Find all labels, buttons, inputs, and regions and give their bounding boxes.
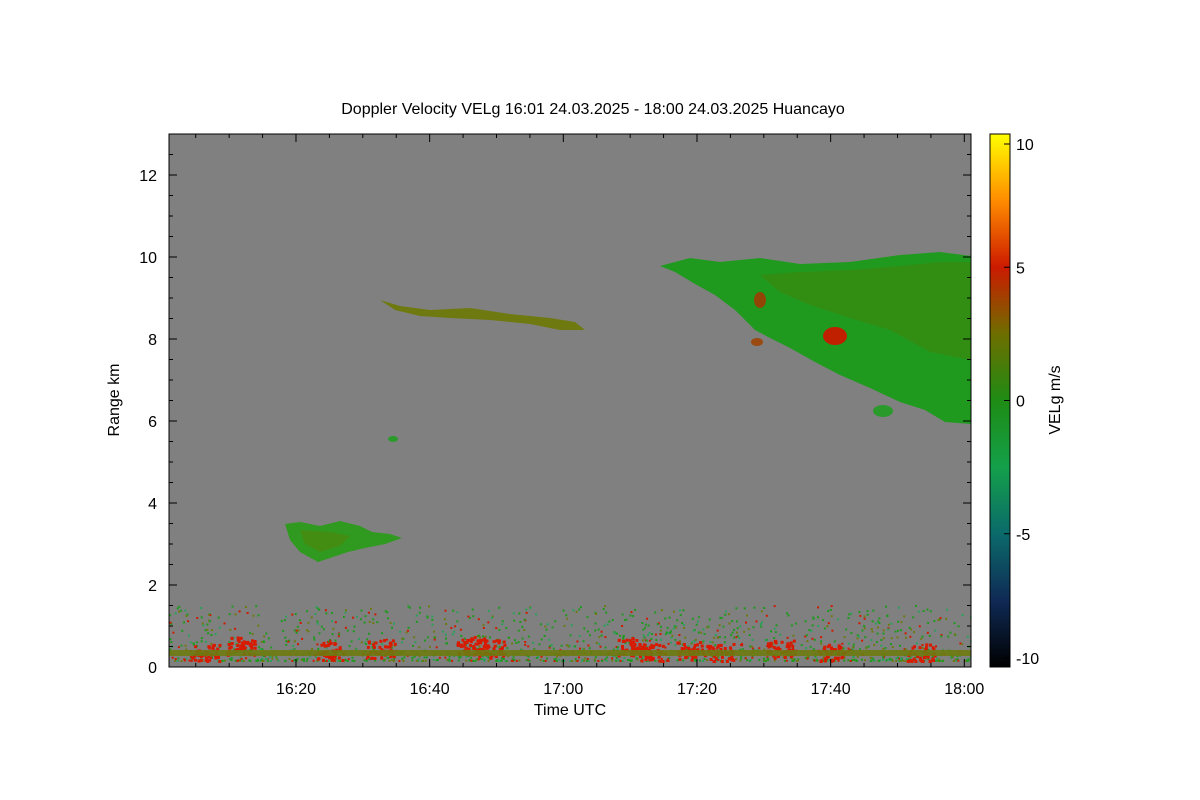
echo-red-core-2: [754, 292, 766, 308]
colorbar-tick-label: -5: [1016, 527, 1030, 544]
x-tick-label: 17:40: [811, 681, 851, 698]
echo-thin-layer: [380, 300, 585, 330]
y-tick-label: 0: [148, 660, 157, 677]
y-tick-label: 6: [148, 414, 157, 431]
y-tick-label: 8: [148, 332, 157, 349]
colorbar-tick-label: 0: [1016, 394, 1025, 411]
echo-red-core: [823, 327, 847, 345]
chart-title: Doppler Velocity VELg 16:01 24.03.2025 -…: [341, 101, 845, 118]
plot-background: [169, 134, 971, 667]
colorbar-label: VELg m/s: [1047, 365, 1064, 434]
x-axis: 16:20 16:40 17:00 17:20 17:40 18:00: [195, 134, 984, 698]
y-tick-label: 12: [139, 168, 157, 185]
y-axis: 0 2 4 6 8 10 12: [139, 133, 971, 677]
y-tick-label: 4: [148, 496, 157, 513]
colorbar-tick-label: 5: [1016, 260, 1025, 277]
colorbar-tick-label: -10: [1016, 651, 1039, 668]
x-axis-label: Time UTC: [534, 702, 606, 719]
colorbar-ticks: 10 5 0 -5 -10: [1004, 137, 1039, 668]
echo-layer: [169, 252, 971, 663]
y-tick-label: 2: [148, 578, 157, 595]
y-axis-label: Range km: [106, 364, 123, 437]
x-tick-label: 17:20: [677, 681, 717, 698]
plot-area: [168, 133, 972, 668]
x-tick-label: 16:20: [276, 681, 316, 698]
colorbar: 10 5 0 -5 -10 VELg m/s: [989, 133, 1064, 668]
echo-3km-core: [300, 530, 350, 552]
echo-small-blob: [873, 405, 893, 417]
colorbar-tick-label: 10: [1016, 137, 1034, 154]
y-tick-label: 10: [139, 250, 157, 267]
echo-small-blob-2: [751, 338, 763, 346]
x-tick-label: 16:40: [410, 681, 450, 698]
x-tick-label: 18:00: [944, 681, 984, 698]
echo-upper-cloud-core: [760, 262, 971, 360]
ground-band: [169, 650, 971, 656]
x-tick-label: 17:00: [543, 681, 583, 698]
echo-small-5km: [388, 436, 398, 442]
